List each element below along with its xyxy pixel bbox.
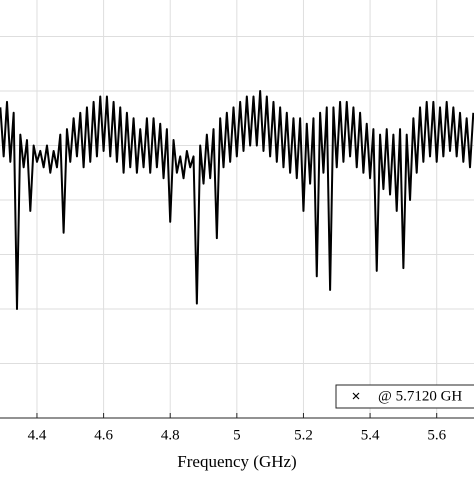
legend-box xyxy=(335,384,474,409)
legend-marker xyxy=(352,392,360,400)
plot-area xyxy=(0,90,474,310)
x-tick-label: 5 xyxy=(233,427,241,443)
x-tick-label: 5.4 xyxy=(361,427,380,443)
legend: @ 5.7120 GH xyxy=(335,384,474,409)
x-axis-label: Frequency (GHz) xyxy=(177,452,296,471)
x-tick-label: 4.8 xyxy=(161,427,180,443)
data-line xyxy=(0,90,474,310)
legend-label: @ 5.7120 GH xyxy=(378,388,462,404)
x-ticks: 4.4 4.6 4.8 5 5.2 5.4 5.6 xyxy=(28,413,447,443)
x-tick-label: 4.4 xyxy=(28,427,47,443)
x-tick-label: 5.2 xyxy=(294,427,313,443)
x-tick-label: 4.6 xyxy=(94,427,113,443)
x-tick-label: 5.6 xyxy=(427,427,446,443)
